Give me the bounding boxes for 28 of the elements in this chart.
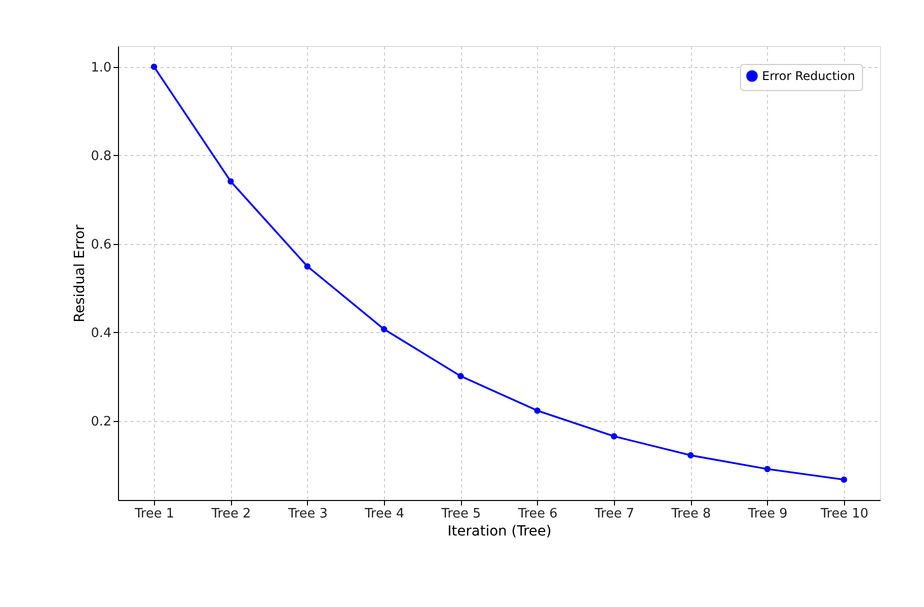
point [840, 476, 848, 483]
y-axis-title: Residual Error [72, 224, 88, 322]
point [458, 372, 464, 380]
y-tick-label: 0.4 [90, 326, 112, 341]
x-tick-label: Tree 1 [134, 506, 174, 522]
y-tick-label: 0.2 [90, 414, 112, 430]
x-axis-title: Iteration (Tree) [448, 524, 552, 540]
x-tick-label: Tree 4 [364, 506, 404, 522]
x-tick-label: Tree 9 [747, 506, 788, 522]
y-tick-label: 0.6 [90, 237, 112, 252]
point [228, 178, 234, 185]
point [304, 263, 311, 270]
x-tick-label: Tree 3 [287, 506, 328, 522]
point [380, 326, 388, 332]
x-tick-label: Tree 5 [440, 506, 481, 522]
point [687, 452, 694, 458]
x-tick-label: Tree 2 [210, 506, 251, 522]
point [150, 64, 158, 70]
x-tick-label: Tree 10 [820, 506, 868, 522]
x-tick-label: Tree 7 [594, 506, 634, 522]
x-tick-label: Tree 6 [517, 506, 558, 522]
y-tick-label: 0.8 [90, 148, 112, 164]
point [534, 407, 540, 414]
legend-label: Error Reduction [762, 69, 856, 83]
point [610, 433, 618, 440]
point [764, 466, 770, 472]
x-tick-label: Tree 8 [670, 506, 711, 522]
y-tick-label: 1.0 [90, 60, 112, 76]
